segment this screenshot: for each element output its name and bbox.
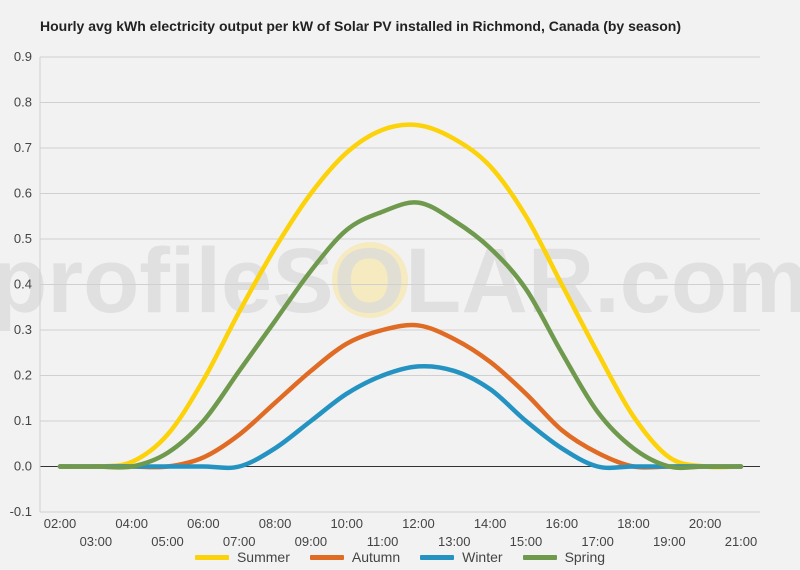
x-tick-label: 16:00 (546, 516, 579, 531)
legend-swatch (309, 554, 344, 560)
legend-label: Autumn (351, 549, 401, 565)
y-tick-label: 0.5 (14, 231, 32, 246)
legend-item-spring[interactable]: Spring (522, 549, 606, 565)
x-tick-label: 05:00 (151, 534, 184, 549)
legend-item-autumn[interactable]: Autumn (309, 549, 401, 565)
y-tick-label: 0.4 (14, 277, 32, 292)
y-tick-label: 0.8 (14, 95, 32, 110)
series-line-autumn (57, 322, 744, 470)
y-tick-label: 0.0 (14, 459, 32, 474)
y-tick-label: -0.1 (10, 504, 32, 519)
x-tick-label: 06:00 (187, 516, 220, 531)
x-tick-label: 19:00 (653, 534, 686, 549)
legend-label: Spring (564, 549, 606, 565)
x-tick-label: 14:00 (474, 516, 507, 531)
series-line-winter (57, 363, 744, 471)
y-tick-label: 0.1 (14, 413, 32, 428)
y-tick-label: 0.2 (14, 368, 32, 383)
watermark-sun (332, 242, 408, 318)
x-tick-label: 13:00 (438, 534, 471, 549)
x-tick-label: 17:00 (581, 534, 614, 549)
x-tick-label: 21:00 (725, 534, 758, 549)
y-tick-label: 0.9 (14, 49, 32, 64)
legend: Summer Autumn Winter Spring (0, 549, 800, 565)
x-tick-label: 12:00 (402, 516, 435, 531)
y-tick-label: 0.6 (14, 186, 32, 201)
watermark-text: profileSOLAR.com (0, 230, 800, 332)
series-line-spring (57, 200, 744, 471)
chart-title: Hourly avg kWh electricity output per kW… (40, 18, 681, 34)
y-tick-label: 0.3 (14, 322, 32, 337)
x-tick-label: 20:00 (689, 516, 722, 531)
legend-item-summer[interactable]: Summer (194, 549, 290, 565)
x-tick-label: 03:00 (80, 534, 113, 549)
x-tick-label: 09:00 (295, 534, 328, 549)
legend-label: Summer (236, 549, 290, 565)
x-tick-label: 10:00 (330, 516, 363, 531)
x-tick-label: 02:00 (44, 516, 77, 531)
legend-label: Winter (462, 549, 503, 565)
legend-item-winter[interactable]: Winter (420, 549, 503, 565)
series-line-summer (57, 122, 744, 470)
x-tick-label: 11:00 (367, 534, 399, 549)
legend-swatch (522, 554, 557, 560)
legend-swatch (420, 554, 455, 560)
x-tick-label: 04:00 (115, 516, 148, 531)
x-tick-label: 08:00 (259, 516, 292, 531)
y-tick-label: 0.7 (14, 140, 32, 155)
x-tick-label: 15:00 (510, 534, 543, 549)
x-tick-label: 18:00 (617, 516, 650, 531)
legend-swatch (194, 554, 229, 560)
x-tick-label: 07:00 (223, 534, 256, 549)
